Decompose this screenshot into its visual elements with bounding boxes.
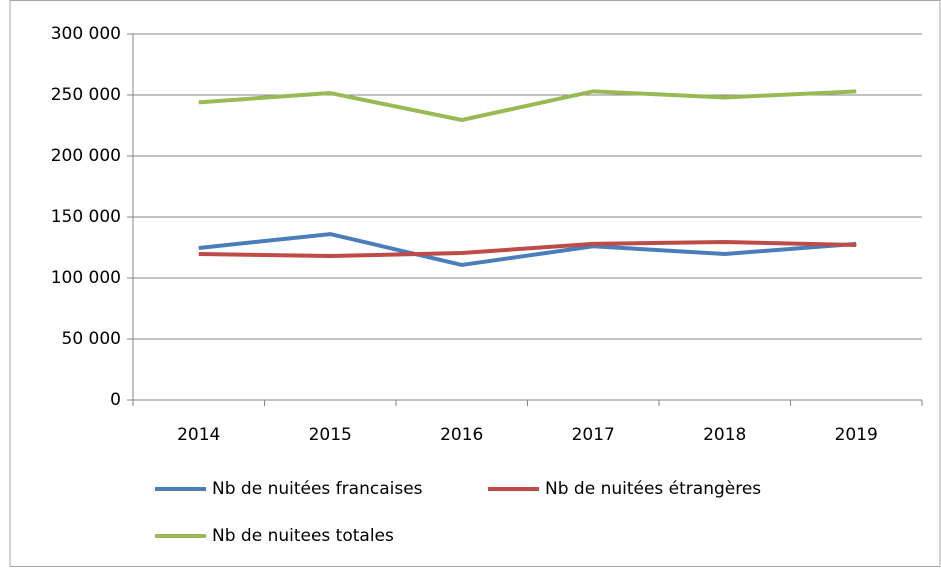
x-tick-label: 2017 bbox=[572, 425, 615, 445]
y-tick-label: 100 000 bbox=[51, 268, 121, 288]
legend-label: Nb de nuitées étrangères bbox=[545, 479, 761, 499]
series-line bbox=[198, 89, 857, 123]
x-tick-label: 2014 bbox=[177, 425, 220, 445]
x-tick-label: 2018 bbox=[703, 425, 746, 445]
series-line bbox=[198, 240, 857, 259]
legend-label: Nb de nuitees totales bbox=[212, 526, 394, 546]
x-tick-label: 2019 bbox=[835, 425, 878, 445]
y-tick-label: 250 000 bbox=[51, 85, 121, 105]
series-line bbox=[198, 232, 857, 267]
x-tick-label: 2015 bbox=[309, 425, 352, 445]
y-tick-label: 150 000 bbox=[51, 207, 121, 227]
y-tick-label: 0 bbox=[110, 390, 121, 410]
y-tick-label: 200 000 bbox=[51, 146, 121, 166]
x-tick-label: 2016 bbox=[440, 425, 483, 445]
y-tick-label: 50 000 bbox=[62, 329, 121, 349]
chart-border bbox=[9, 0, 941, 567]
y-tick-label: 300 000 bbox=[51, 24, 121, 44]
legend-label: Nb de nuitées francaises bbox=[212, 479, 423, 499]
